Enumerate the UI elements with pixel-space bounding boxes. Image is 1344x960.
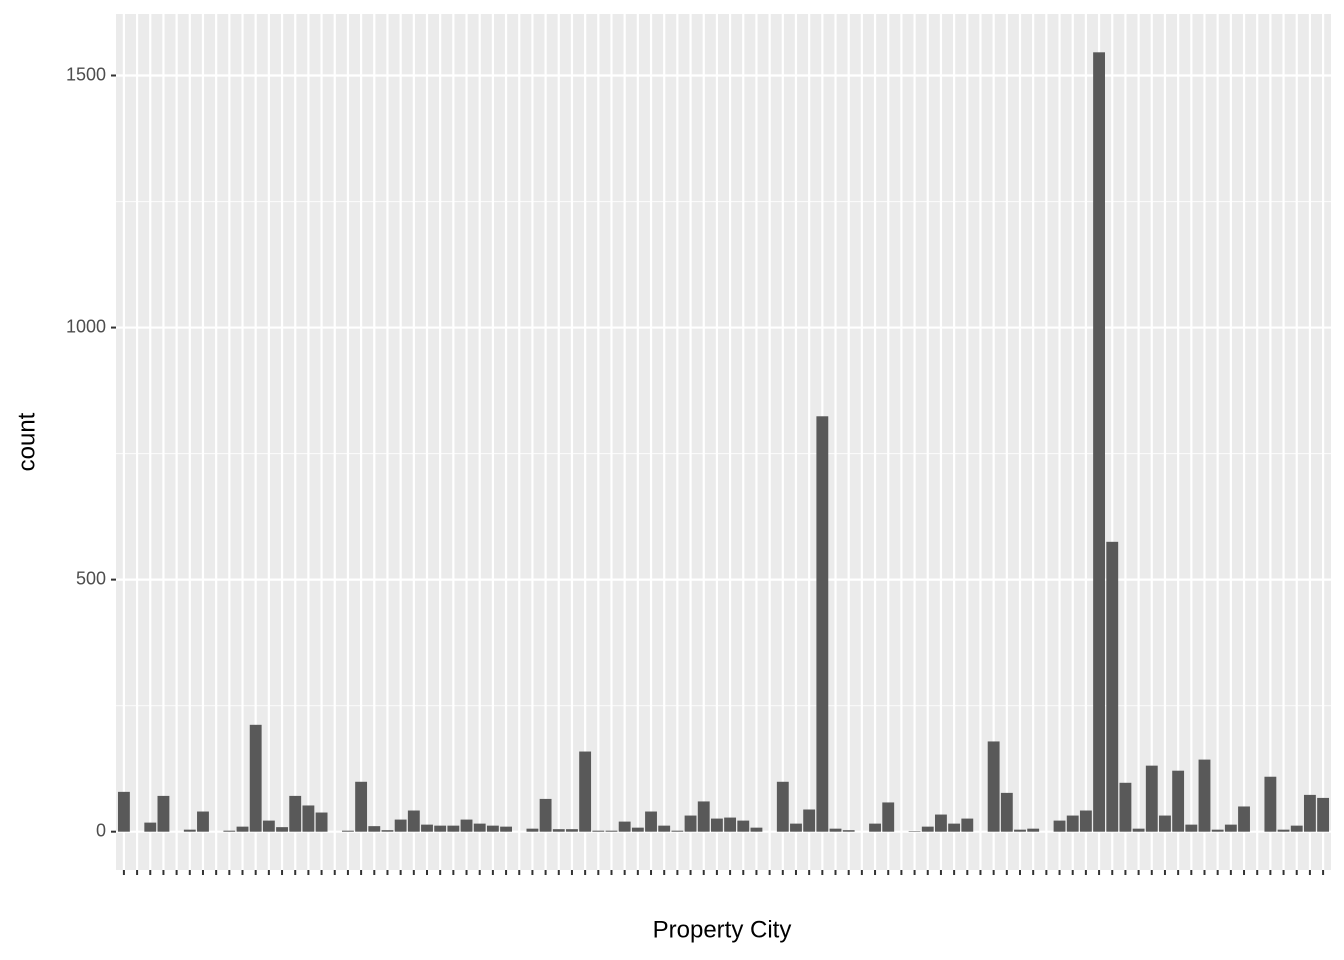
bar <box>618 821 631 832</box>
y-tick-label: 1500 <box>66 64 106 84</box>
bar <box>631 827 644 832</box>
bar <box>829 828 842 832</box>
bar <box>750 827 763 832</box>
bar <box>987 741 1000 832</box>
y-tick-label: 500 <box>76 568 106 588</box>
bar <box>1132 828 1145 832</box>
bar <box>539 798 552 832</box>
bar <box>566 829 578 832</box>
bar <box>276 827 288 832</box>
bar <box>935 814 947 832</box>
bar <box>1000 792 1013 832</box>
bar <box>368 826 381 832</box>
bar <box>1093 52 1105 832</box>
bar <box>842 830 855 832</box>
bar <box>302 805 315 832</box>
bar <box>289 795 302 832</box>
bar <box>381 830 394 832</box>
bar <box>500 826 512 832</box>
bar <box>249 724 262 832</box>
bar <box>342 830 354 832</box>
bar <box>355 781 368 832</box>
bar <box>697 801 710 832</box>
bar <box>117 791 130 832</box>
bar <box>961 818 974 832</box>
bar <box>645 811 657 832</box>
bar <box>1290 825 1303 832</box>
bar <box>473 823 486 832</box>
bar <box>1303 794 1316 832</box>
bar <box>1277 829 1290 832</box>
bar <box>1027 828 1040 832</box>
bar <box>407 810 420 832</box>
bar <box>605 830 618 832</box>
bar <box>434 825 447 832</box>
y-axis-label: count <box>13 412 40 471</box>
bar <box>144 822 157 832</box>
bar <box>526 828 539 832</box>
bar <box>803 809 816 832</box>
bar <box>816 416 829 832</box>
bar <box>921 826 934 832</box>
bar <box>671 830 684 832</box>
bar <box>460 819 473 832</box>
bar <box>1264 776 1277 832</box>
bar <box>1053 820 1066 832</box>
bar <box>724 817 737 832</box>
bar <box>579 751 592 832</box>
bar <box>882 802 895 832</box>
bar <box>262 820 275 832</box>
bar <box>658 825 671 832</box>
bar <box>869 823 881 832</box>
panel <box>116 14 1331 870</box>
bar <box>1079 810 1092 832</box>
bar <box>1185 824 1198 832</box>
bar <box>197 811 209 832</box>
bar <box>1172 770 1185 832</box>
bar <box>1106 541 1119 832</box>
bar <box>948 823 961 832</box>
bar <box>1211 829 1224 832</box>
y-tick-label: 1000 <box>66 316 106 336</box>
bar <box>394 819 407 832</box>
bar <box>183 829 196 832</box>
bar <box>684 815 697 832</box>
bar <box>1224 824 1237 832</box>
bar <box>157 795 170 832</box>
bar <box>1119 782 1132 832</box>
bar <box>236 826 249 832</box>
bar <box>1066 815 1079 832</box>
bar <box>1198 759 1211 832</box>
bar <box>1317 797 1330 832</box>
bar <box>223 830 236 832</box>
bar <box>1238 806 1250 832</box>
bar <box>1159 815 1171 832</box>
bar <box>486 825 499 832</box>
bar <box>908 831 921 832</box>
bar <box>421 824 433 832</box>
bar <box>1014 829 1026 832</box>
y-tick-label: 0 <box>96 820 106 840</box>
bar <box>1145 765 1158 832</box>
bar <box>592 830 605 832</box>
bar <box>552 829 565 832</box>
bar <box>447 825 460 832</box>
bar <box>710 818 723 832</box>
bar <box>790 823 802 832</box>
bar <box>776 781 789 832</box>
bar <box>315 812 328 832</box>
x-axis-label: Property City <box>653 916 792 943</box>
bar <box>737 820 750 832</box>
